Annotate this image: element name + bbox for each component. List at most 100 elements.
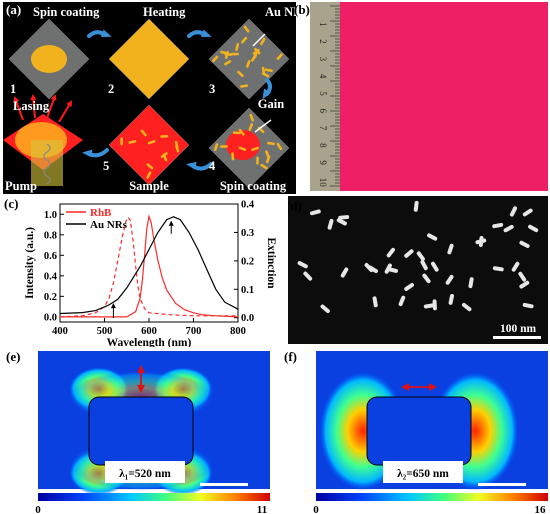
panel-e-label: (e) [6,349,20,364]
panel-d-micrograph: (d) 100 nm [288,196,548,344]
colorbar-max: 16 [535,504,547,514]
nanorod [511,261,520,272]
aunr-pointer [252,33,266,47]
label-heating: Heating [143,5,186,19]
panel-d-label: (d) [288,198,302,213]
step4-nanorod [248,123,254,131]
step3-nanorod [240,36,248,44]
step4-gain-drop [226,130,260,160]
step4-nanorod [213,143,219,151]
nanorod [310,209,321,216]
step4-nanorod [260,163,268,170]
micrograph-background [288,196,548,344]
ruler-number: 3 [318,57,328,62]
panel-e: (e) λ₁=520 nm 0 11 [0,347,272,514]
colorbar-max: 11 [257,504,267,514]
step4-nanorod [265,155,271,164]
label-spin-coating-1: Spin coating [33,5,100,19]
ruler-number: 7 [318,126,328,131]
annotation-box [383,461,463,483]
panel-c-label: (c) [4,196,18,211]
y-tick-label: 0.2 [44,292,57,303]
nanorod [340,267,349,278]
nanorod [509,206,518,217]
colorbar [316,493,548,501]
y-tick-label: 1.0 [44,210,57,221]
step5-nanorod [140,129,147,137]
label-gain: Gain [258,97,284,111]
step-number-2: 2 [108,82,114,96]
ruler-number: 6 [318,109,328,114]
panel-f: (f) λ₂=650 nm 0 16 [278,347,550,514]
step4-nanorod [276,142,283,151]
panel-c-chart: (c) 400 500 600 700 800 0.0 0.2 0.4 0.6 0.8 1.0 0.0 0… [4,196,277,347]
label-pump: Pump [5,179,37,193]
label-spin-coating-2: Spin coating [220,179,287,193]
panel-a-label: (a) [6,2,22,17]
nanorod [338,215,350,220]
ruler-number: 9 [318,160,328,165]
nanorod [404,249,414,258]
step-number-3: 3 [209,82,215,96]
ruler [310,2,340,191]
label-sample: Sample [129,179,169,193]
step4-nanorod [238,128,245,136]
nanorod [492,266,504,272]
scale-bar [478,483,526,486]
nanorod [518,271,527,282]
nanorod [522,208,533,217]
scale-bar [493,336,541,339]
nanorod [492,222,504,229]
nanorod [297,261,308,269]
ruler-number: 2 [318,39,328,44]
arrow-3-4-head [262,88,271,100]
nanorod [468,277,474,289]
y2-tick-label: 0.1 [241,285,254,296]
nanorod [420,259,428,271]
step-number-4: 4 [209,159,216,173]
label-lasing: Lasing [13,99,50,113]
nanorod [372,296,378,308]
x-tick-label: 700 [186,326,202,337]
step5-nanorod [146,171,152,179]
y-tick-label: 0.8 [44,230,57,241]
step3-nanorod [240,84,249,88]
series-line-2 [59,216,239,315]
nanorod [445,274,454,285]
step4-nanorod [267,141,275,146]
nanorod [475,238,487,245]
step3-nanorod [235,43,240,51]
nanorod [336,218,347,226]
step3-nanorod [260,37,266,46]
emission-arrowhead [30,94,37,101]
colorbar-min: 0 [35,504,41,514]
step4-nanorod [231,152,235,161]
step-number-1: 1 [10,82,16,96]
x-tick-label: 500 [97,326,113,337]
x-tick-label: 400 [52,326,68,337]
ruler-number: 5 [318,91,328,96]
panel-c: (c) 400 500 600 700 800 0.0 0.2 0.4 0.6 0.8 1.0 0.0 0… [0,194,292,347]
nanorod [413,200,419,212]
nanorod [522,302,534,309]
ruler-number: 4 [318,74,328,79]
series-line-1 [60,213,239,318]
y-tick-label: 0.6 [44,251,57,262]
step3-nanorod [243,25,250,33]
step3-nanorod [264,68,273,72]
nanorod [416,251,425,261]
nanorod [423,303,435,309]
x-tick-label: 600 [141,326,157,337]
step3-nanorod [223,60,232,66]
legend-label: Au NRs [90,219,128,231]
step3-nanorod [211,55,219,63]
scale-bar-label: 100 nm [500,323,537,335]
polarization-arrowhead [429,383,437,391]
nanorod [386,247,395,258]
step5-nanorod [160,134,169,138]
nanorod [461,302,472,312]
nanorod [430,261,439,272]
scale-bar [200,483,248,486]
nanorod [448,293,455,305]
series-line-0 [59,216,238,318]
